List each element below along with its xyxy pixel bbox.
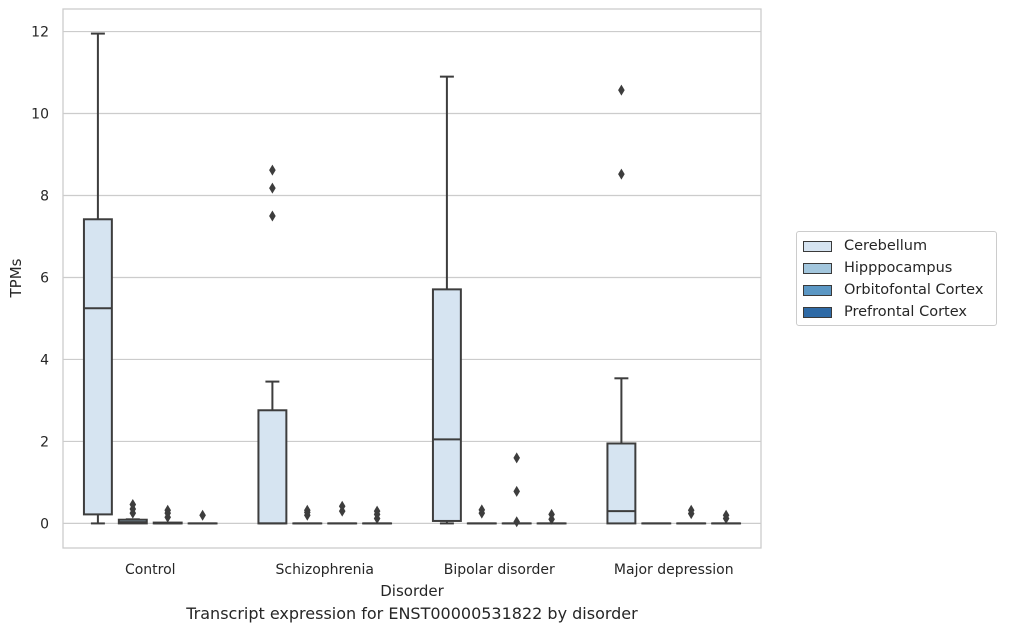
box-body [82, 218, 113, 516]
x-axis-label: Disorder [380, 582, 444, 600]
legend-label-prefrontal: Prefrontal Cortex [844, 304, 967, 320]
legend-swatch-orbitofrontal [803, 284, 832, 296]
plot-frame [62, 8, 762, 549]
y-tick-label: 8 [40, 188, 49, 204]
y-tick-labels: 0 2 4 6 8 10 12 [31, 25, 49, 533]
grid-lines [63, 30, 761, 525]
box-3-1 [362, 505, 393, 525]
box-body [431, 288, 462, 522]
y-tick-label: 2 [40, 434, 49, 450]
y-tick-label: 6 [40, 270, 49, 286]
outlier-point [618, 168, 625, 180]
y-tick-label: 12 [31, 25, 49, 41]
legend-swatch-prefrontal [803, 306, 832, 318]
box-1-0 [117, 499, 148, 525]
outlier-point [513, 485, 520, 497]
box-body [257, 409, 288, 525]
box-3-2 [536, 508, 567, 525]
x-tick-labels: Control Schizophrenia Bipolar disorder Majo… [125, 562, 734, 578]
outlier-point [373, 505, 381, 517]
box-3-0 [187, 509, 218, 525]
box-0-0 [82, 32, 113, 525]
box-0-1 [257, 164, 288, 525]
y-tick-label: 0 [40, 516, 49, 532]
box-1-1 [292, 504, 323, 525]
legend-item-orbitofrontal: Orbitofontal Cortex [803, 281, 983, 299]
box-2-0 [152, 504, 183, 525]
y-tick-label: 10 [31, 107, 49, 123]
legend-item-cerebellum: Cerebellum [803, 237, 927, 255]
x-tick-label: Control [125, 562, 176, 578]
legend-swatch-cerebellum [803, 240, 832, 252]
x-tick-label: Major depression [614, 562, 734, 578]
legend-label-orbitofrontal: Orbitofontal Cortex [844, 282, 984, 298]
outlier-point [269, 182, 276, 194]
box-1-2 [466, 504, 497, 525]
box-body [606, 442, 637, 525]
outlier-point [513, 516, 520, 528]
outlier-point [548, 508, 555, 520]
legend-label-hippocampus: Hipppocampus [844, 260, 953, 276]
outlier-point [338, 500, 346, 512]
y-tick-label: 4 [40, 352, 49, 368]
box-2-3 [676, 504, 707, 525]
outlier-point [478, 504, 486, 516]
legend-swatch-hippocampus [803, 262, 832, 274]
y-axis-label: TPMs [7, 258, 25, 298]
legend-item-hippocampus: Hipppocampus [803, 259, 952, 277]
box-0-3 [606, 84, 637, 525]
outlier-point [687, 504, 695, 516]
outlier-point [164, 504, 171, 516]
outlier-point [513, 452, 520, 464]
legend-label-cerebellum: Cerebellum [844, 238, 928, 254]
outlier-point [129, 499, 137, 511]
box-0-2 [431, 75, 462, 525]
outlier-point [199, 509, 206, 521]
boxes-layer [82, 32, 742, 528]
outlier-point [304, 504, 311, 516]
box-2-2 [501, 452, 532, 528]
legend: Cerebellum Hipppocampus Orbitofontal Cor… [796, 231, 997, 326]
figure-caption: Transcript expression for ENST0000053182… [186, 604, 638, 623]
box-3-3 [711, 509, 742, 525]
outlier-point [269, 164, 276, 176]
x-tick-label: Schizophrenia [276, 562, 374, 578]
legend-item-prefrontal: Prefrontal Cortex [803, 303, 967, 321]
box-2-1 [327, 500, 358, 525]
outlier-point [722, 509, 730, 521]
outlier-point [269, 210, 276, 222]
x-tick-label: Bipolar disorder [444, 562, 555, 578]
outlier-point [618, 84, 625, 96]
